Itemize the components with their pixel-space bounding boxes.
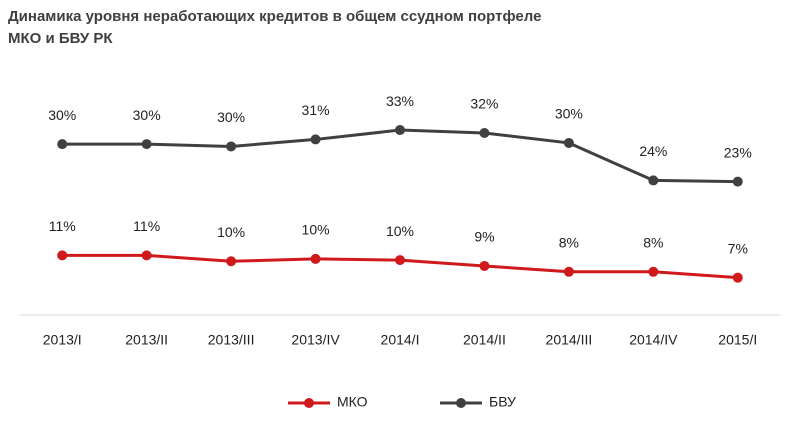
- data-label: 10%: [386, 223, 414, 239]
- point: [648, 266, 659, 277]
- point: [141, 139, 152, 150]
- data-label: 30%: [555, 106, 583, 122]
- legend-label: МКО: [337, 394, 368, 410]
- x-tick-label: 2014/IV: [629, 332, 678, 348]
- data-label: 9%: [474, 229, 494, 245]
- data-label: 31%: [302, 102, 330, 118]
- point: [395, 125, 405, 136]
- data-label: 24%: [639, 143, 667, 159]
- data-label: 10%: [217, 224, 245, 240]
- x-tick-label: 2013/II: [125, 332, 168, 348]
- x-tick-label: 2014/III: [546, 332, 593, 348]
- x-tick-label: 2013/I: [43, 332, 82, 348]
- point: [141, 250, 152, 261]
- data-label: 11%: [49, 218, 76, 234]
- legend-marker: [304, 398, 314, 408]
- point: [395, 255, 405, 266]
- x-tick-label: 2014/I: [381, 332, 420, 348]
- point: [310, 253, 321, 264]
- data-label: 30%: [48, 107, 76, 123]
- chart-title: Динамика уровня неработающих кредитов в …: [8, 8, 542, 47]
- x-tick-label: 2013/III: [208, 332, 255, 348]
- point: [57, 250, 68, 261]
- point: [479, 127, 490, 138]
- data-label: 33%: [386, 93, 414, 109]
- data-label: 11%: [133, 218, 160, 234]
- point: [563, 266, 574, 277]
- point: [226, 256, 237, 267]
- data-label: 30%: [133, 107, 161, 123]
- data-label: 30%: [217, 109, 245, 125]
- data-label: 8%: [559, 235, 579, 251]
- point: [57, 139, 68, 150]
- point: [732, 272, 743, 283]
- x-tick-label: 2014/II: [463, 332, 506, 348]
- point: [310, 134, 321, 145]
- point: [732, 176, 743, 187]
- series-line: [62, 128, 738, 184]
- point: [479, 260, 490, 271]
- data-label: 8%: [643, 235, 663, 251]
- legend-label: БВУ: [489, 394, 516, 410]
- point: [563, 137, 574, 148]
- data-label: 7%: [728, 240, 748, 256]
- legend-marker: [456, 398, 466, 408]
- x-tick-label: 2015/I: [718, 332, 757, 348]
- point: [648, 175, 659, 186]
- point: [226, 141, 237, 152]
- x-tick-label: 2013/IV: [291, 332, 340, 348]
- data-label: 32%: [470, 96, 498, 112]
- data-label: 23%: [724, 144, 752, 160]
- data-label: 10%: [302, 222, 330, 238]
